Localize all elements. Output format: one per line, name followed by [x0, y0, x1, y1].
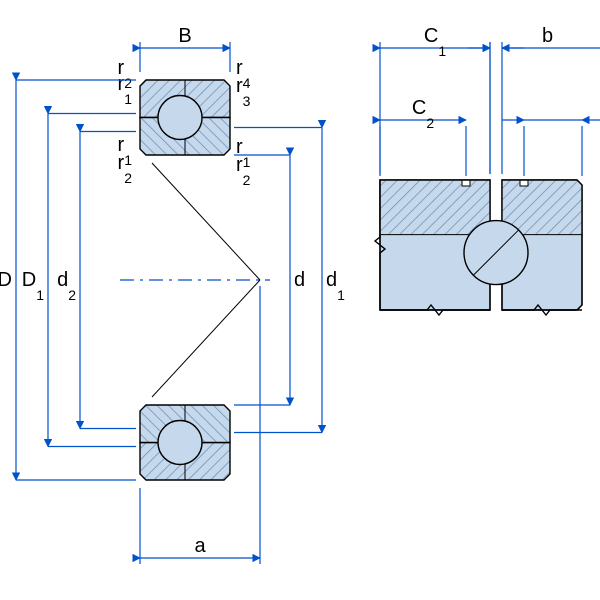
label-d1: d1	[326, 269, 345, 303]
label-D1: D1	[22, 269, 44, 303]
label-b: b	[542, 25, 553, 47]
label-C1: C1	[424, 25, 446, 59]
label-d: d	[294, 269, 305, 291]
label-D: D	[0, 269, 12, 291]
label-a: a	[194, 535, 206, 557]
label-d2: d2	[57, 269, 76, 303]
label-C2: C2	[412, 97, 434, 131]
label-B: B	[178, 25, 191, 47]
bearing-drawing: r1r2r4r3r1r2r1r2BDD1d2dd1aC1bC2C3	[0, 0, 600, 600]
